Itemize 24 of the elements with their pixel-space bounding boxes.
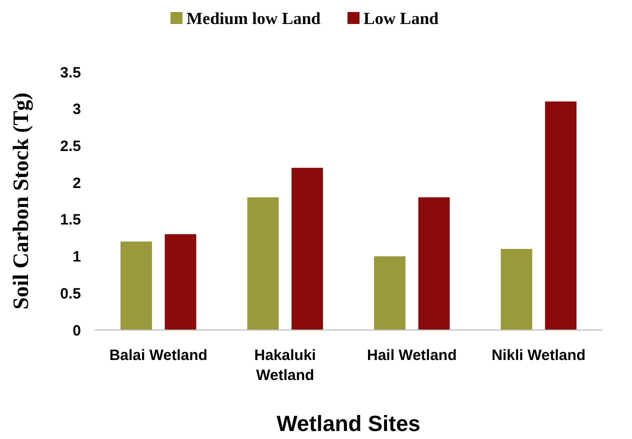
y-tick-label: 2.5 [60,138,81,155]
x-axis-title: Wetland Sites [276,411,420,436]
y-axis-title: Soil Carbon Stock (Tg) [8,92,33,310]
x-tick-label: Hail Wetland [367,347,457,364]
legend-label: Low Land [364,8,440,28]
bar [500,248,532,330]
y-tick-label: 0 [72,322,81,340]
y-tick-label: 3.5 [60,64,81,82]
bar [545,101,576,330]
y-tick-label: 1 [72,248,81,266]
bar [120,242,152,330]
bar [292,168,323,330]
y-tick-label: 0.5 [60,285,81,302]
bar [418,197,450,330]
y-tick-label: 1.5 [60,212,81,229]
y-tick-label: 3 [72,101,81,118]
x-tick-label: Nikli Wetland [492,347,586,364]
y-tick-label: 2 [72,174,81,192]
legend-label: Medium low Land [186,8,322,28]
bar [164,234,196,330]
bar [374,256,406,330]
x-tick-label: Hakaluki Wetland [254,347,316,384]
bar [247,197,279,330]
x-tick-label: Balai Wetland [109,347,208,364]
